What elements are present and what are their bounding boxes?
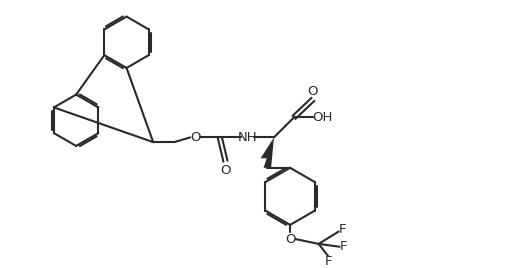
Text: NH: NH [238,131,257,144]
Text: F: F [325,255,332,267]
Text: O: O [190,131,200,144]
Text: F: F [340,240,347,253]
Polygon shape [264,137,274,168]
Text: OH: OH [312,111,333,124]
Text: O: O [220,164,231,177]
Text: F: F [339,223,346,236]
Text: O: O [308,85,318,98]
Text: O: O [285,233,295,246]
Polygon shape [261,137,274,158]
